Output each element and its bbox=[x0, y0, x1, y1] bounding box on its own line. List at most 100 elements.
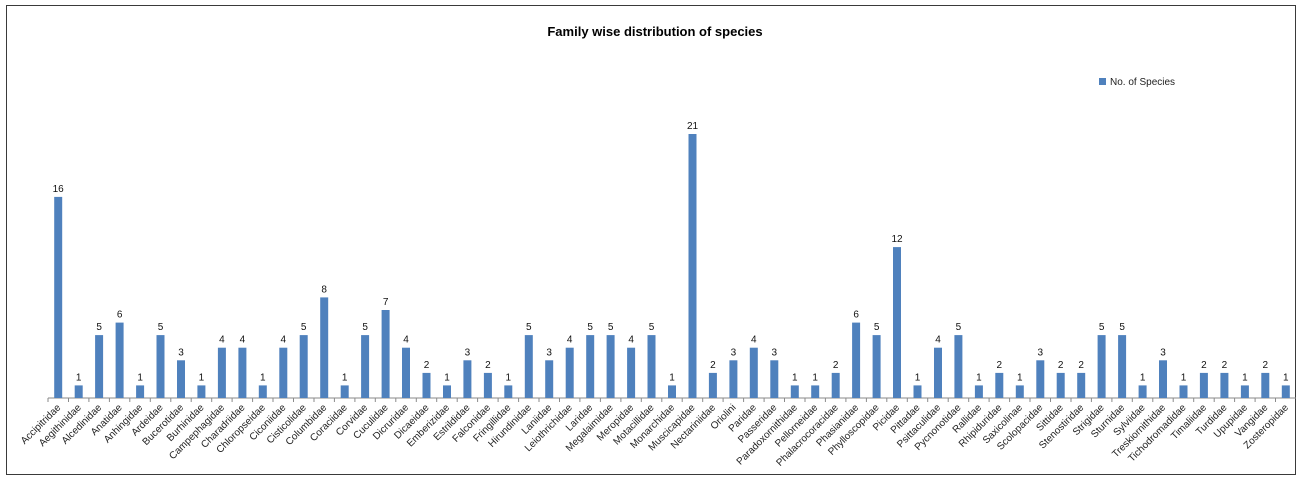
bar-sylviidae bbox=[1138, 385, 1147, 398]
bar-meropidae bbox=[627, 347, 636, 398]
bar-paridae bbox=[749, 347, 758, 398]
data-label-pellorneidae: 1 bbox=[812, 372, 818, 383]
data-label-saxicolinae: 1 bbox=[1017, 372, 1023, 383]
data-label-cuculidae: 7 bbox=[383, 297, 389, 308]
data-label-strigidae: 5 bbox=[1099, 322, 1105, 333]
bar-saxicolinae bbox=[1015, 385, 1024, 398]
data-label-upupidae: 1 bbox=[1242, 372, 1248, 383]
bar-anatidae bbox=[115, 322, 124, 398]
data-label-meropidae: 4 bbox=[628, 335, 634, 346]
data-label-chloropseidae: 1 bbox=[260, 372, 266, 383]
bar-campephagidae bbox=[217, 347, 226, 398]
bar-bucerotidae bbox=[177, 360, 185, 398]
data-label-fringillidae: 1 bbox=[506, 372, 512, 383]
bar-vangidae bbox=[1261, 372, 1270, 398]
data-label-vangidae: 2 bbox=[1263, 360, 1269, 371]
bar-laridae bbox=[586, 335, 595, 398]
data-label-megalaimidae: 5 bbox=[608, 322, 614, 333]
bar-phasianidae bbox=[852, 322, 861, 398]
data-label-motacillidae: 5 bbox=[649, 322, 655, 333]
bar-pellorneidae bbox=[811, 385, 820, 398]
bar-sturnidae bbox=[1118, 335, 1127, 398]
data-label-monarchidae: 1 bbox=[669, 372, 675, 383]
data-label-timaliidae: 2 bbox=[1201, 360, 1207, 371]
data-label-anhingidae: 1 bbox=[137, 372, 143, 383]
data-label-nectariniidae: 2 bbox=[710, 360, 716, 371]
bar-dicruridae bbox=[402, 347, 410, 398]
data-label-treskiornithidae: 3 bbox=[1160, 347, 1166, 358]
bar-corvidae bbox=[361, 335, 370, 398]
bar-estrildidae bbox=[463, 360, 472, 398]
bar-megalaimidae bbox=[606, 335, 615, 398]
bar-turdidae bbox=[1220, 372, 1229, 398]
data-label-stenostiridae: 2 bbox=[1078, 360, 1084, 371]
bar-nectariniidae bbox=[708, 372, 717, 398]
bar-phylloscopidae bbox=[872, 335, 881, 398]
data-label-zosteropidae: 1 bbox=[1283, 372, 1289, 383]
bar-chloropseidae bbox=[258, 385, 267, 398]
data-label-phylloscopidae: 5 bbox=[874, 322, 880, 333]
category-labels-group: AccipitridaeAegithinidaeAlcedinidaeAnati… bbox=[19, 398, 1291, 469]
bar-pittadae bbox=[913, 385, 922, 398]
bar-pycnonotidae bbox=[954, 335, 963, 398]
data-label-laridae: 5 bbox=[587, 322, 593, 333]
bar-phalacrocoracidae bbox=[831, 372, 840, 398]
data-label-estrildidae: 3 bbox=[465, 347, 471, 358]
bar-muscicapidae bbox=[688, 134, 697, 398]
data-label-muscicapidae: 21 bbox=[687, 121, 699, 132]
bar-treskiornithidae bbox=[1159, 360, 1167, 398]
bar-monarchidae bbox=[668, 385, 676, 398]
bar-coraciidae bbox=[340, 385, 349, 398]
data-label-ardeidae: 5 bbox=[158, 322, 164, 333]
bar-tichodromadidae bbox=[1179, 385, 1188, 398]
bar-laniidae bbox=[545, 360, 554, 398]
data-label-anatidae: 6 bbox=[117, 310, 123, 321]
data-label-alcedinidae: 5 bbox=[96, 322, 102, 333]
bar-strigidae bbox=[1097, 335, 1106, 398]
bar-dicaeidae bbox=[422, 372, 431, 398]
bar-ciconiidae bbox=[279, 347, 288, 398]
data-label-bucerotidae: 3 bbox=[178, 347, 184, 358]
data-label-sturnidae: 5 bbox=[1119, 322, 1125, 333]
data-label-coraciidae: 1 bbox=[342, 372, 348, 383]
bar-cuculidae bbox=[381, 310, 390, 398]
data-label-tichodromadidae: 1 bbox=[1181, 372, 1187, 383]
data-label-cisticolidae: 5 bbox=[301, 322, 307, 333]
bar-passeridae bbox=[770, 360, 779, 398]
data-label-columbidae: 8 bbox=[321, 284, 327, 295]
bar-leiothrichidae bbox=[565, 347, 574, 398]
data-label-dicaeidae: 2 bbox=[424, 360, 430, 371]
data-label-picidae: 12 bbox=[891, 234, 903, 245]
bar-cisticolidae bbox=[299, 335, 308, 398]
bar-psittaculidae bbox=[934, 347, 942, 398]
data-label-corvidae: 5 bbox=[362, 322, 368, 333]
data-label-burhinidae: 1 bbox=[199, 372, 205, 383]
bar-fringillidae bbox=[504, 385, 513, 398]
data-label-paradoxornithidae: 1 bbox=[792, 372, 798, 383]
data-label-pittadae: 1 bbox=[915, 372, 921, 383]
bar-oriolini bbox=[729, 360, 738, 398]
bar-picidae bbox=[893, 247, 901, 398]
data-label-campephagidae: 4 bbox=[219, 335, 225, 346]
data-label-pycnonotidae: 5 bbox=[956, 322, 962, 333]
bar-aegithinidae bbox=[74, 385, 83, 398]
data-label-oriolini: 3 bbox=[731, 347, 737, 358]
bar-anhingidae bbox=[136, 385, 145, 398]
legend: No. of Species bbox=[1099, 77, 1175, 88]
bar-timaliidae bbox=[1199, 372, 1208, 398]
legend-swatch bbox=[1099, 78, 1106, 85]
bar-upupidae bbox=[1240, 385, 1249, 398]
bar-alcedinidae bbox=[95, 335, 104, 398]
bar-rallidae bbox=[974, 385, 983, 398]
data-label-aegithinidae: 1 bbox=[76, 372, 82, 383]
data-label-paridae: 4 bbox=[751, 335, 757, 346]
data-label-accipitridae: 16 bbox=[53, 184, 65, 195]
bar-burhinidae bbox=[197, 385, 206, 398]
data-label-scolopacidae: 3 bbox=[1038, 347, 1044, 358]
chart-title: Family wise distribution of species bbox=[547, 24, 762, 39]
bar-columbidae bbox=[320, 297, 329, 398]
data-label-dicruridae: 4 bbox=[403, 335, 409, 346]
data-label-laniidae: 3 bbox=[546, 347, 552, 358]
